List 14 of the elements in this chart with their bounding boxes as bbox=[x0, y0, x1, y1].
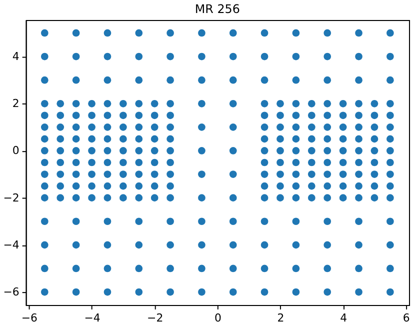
y-tick-label: −2 bbox=[3, 191, 20, 204]
x-tick-label: −2 bbox=[147, 311, 164, 322]
y-tick-label: −4 bbox=[3, 238, 20, 252]
y-tick-label: 2 bbox=[12, 97, 20, 110]
y-tick-label: 4 bbox=[12, 50, 20, 64]
x-tick-label: −6 bbox=[21, 311, 38, 322]
x-tick-label: 6 bbox=[402, 311, 410, 322]
x-tick-label: −4 bbox=[84, 311, 100, 322]
y-tick-label: 0 bbox=[12, 144, 20, 158]
chart-title: MR 256 bbox=[194, 2, 240, 16]
x-tick-label: 0 bbox=[214, 311, 222, 322]
y-tick-label: −6 bbox=[3, 285, 20, 298]
x-tick-label: 4 bbox=[340, 311, 348, 322]
x-tick-label: 2 bbox=[277, 311, 284, 322]
